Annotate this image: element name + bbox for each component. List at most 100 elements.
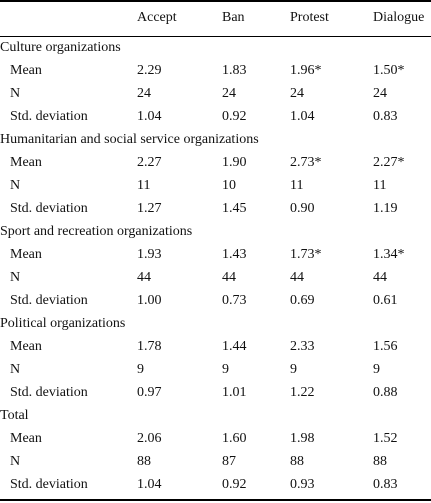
header-accept: Accept	[137, 10, 177, 25]
row-label: Std. deviation	[10, 293, 88, 308]
cell-ban: 9	[222, 362, 229, 377]
cell-dialogue: 0.88	[373, 385, 398, 400]
cell-dialogue: 1.56	[373, 339, 398, 354]
cell-accept: 0.97	[137, 385, 162, 400]
table-row: N 24 24 24 24	[0, 82, 431, 105]
cell-ban: 44	[222, 270, 236, 285]
group-title: Political organizations	[0, 316, 126, 331]
row-label: Std. deviation	[10, 109, 88, 124]
cell-protest: 1.96*	[290, 63, 322, 78]
row-label: N	[10, 270, 21, 285]
cell-protest: 2.73*	[290, 155, 322, 170]
cell-dialogue: 0.83	[373, 109, 398, 124]
header-protest: Protest	[290, 10, 329, 25]
cell-accept: 88	[137, 454, 151, 469]
cell-dialogue: 24	[373, 86, 387, 101]
cell-ban: 1.01	[222, 385, 247, 400]
table-row: Mean 1.93 1.43 1.73* 1.34*	[0, 243, 431, 266]
cell-ban: 1.43	[222, 247, 247, 262]
header-dialogue: Dialogue	[373, 10, 425, 25]
table-row: Mean 2.06 1.60 1.98 1.52	[0, 427, 431, 450]
cell-dialogue: 44	[373, 270, 387, 285]
table-row: Std. deviation 1.00 0.73 0.69 0.61	[0, 289, 431, 312]
row-label: Mean	[10, 155, 42, 170]
cell-ban: 10	[222, 178, 236, 193]
group-title: Sport and recreation organizations	[0, 224, 193, 239]
cell-dialogue: 0.83	[373, 477, 398, 492]
cell-accept: 2.27	[137, 155, 162, 170]
table-row: N 88 87 88 88	[0, 450, 431, 473]
row-label: N	[10, 362, 21, 377]
cell-ban: 87	[222, 454, 236, 469]
cell-protest: 1.73*	[290, 247, 322, 262]
row-label: N	[10, 454, 21, 469]
cell-accept: 24	[137, 86, 151, 101]
cell-accept: 44	[137, 270, 151, 285]
cell-ban: 0.92	[222, 109, 247, 124]
group-title-row: Humanitarian and social service organiza…	[0, 128, 431, 151]
cell-ban: 24	[222, 86, 236, 101]
cell-ban: 1.45	[222, 201, 247, 216]
cell-protest: 11	[290, 178, 304, 193]
cell-protest: 44	[290, 270, 304, 285]
cell-accept: 2.06	[137, 431, 162, 446]
cell-dialogue: 1.34*	[373, 247, 405, 262]
cell-dialogue: 2.27*	[373, 155, 405, 170]
cell-ban: 0.73	[222, 293, 247, 308]
table-row: Std. deviation 1.04 0.92 1.04 0.83	[0, 105, 431, 128]
table-header-rule	[0, 36, 431, 37]
cell-dialogue: 1.52	[373, 431, 398, 446]
group-title: Total	[0, 408, 29, 423]
cell-dialogue: 0.61	[373, 293, 398, 308]
row-label: Std. deviation	[10, 201, 88, 216]
cell-protest: 1.98	[290, 431, 315, 446]
cell-protest: 88	[290, 454, 304, 469]
row-label: Mean	[10, 247, 42, 262]
cell-dialogue: 1.50*	[373, 63, 405, 78]
cell-ban: 0.92	[222, 477, 247, 492]
cell-accept: 1.04	[137, 109, 162, 124]
group-title-row: Sport and recreation organizations	[0, 220, 431, 243]
cell-dialogue: 1.19	[373, 201, 398, 216]
row-label: N	[10, 178, 21, 193]
group-title: Culture organizations	[0, 40, 121, 55]
cell-dialogue: 9	[373, 362, 380, 377]
table-header-row: Accept Ban Protest Dialogue	[0, 6, 431, 29]
cell-dialogue: 11	[373, 178, 387, 193]
table-row: Std. deviation 1.27 1.45 0.90 1.19	[0, 197, 431, 220]
row-label: Mean	[10, 339, 42, 354]
group-title-row: Total	[0, 404, 431, 427]
cell-protest: 0.90	[290, 201, 315, 216]
row-label: Mean	[10, 431, 42, 446]
cell-protest: 24	[290, 86, 304, 101]
group-title-row: Political organizations	[0, 312, 431, 335]
cell-accept: 1.93	[137, 247, 162, 262]
cell-ban: 1.60	[222, 431, 247, 446]
cell-protest: 0.93	[290, 477, 315, 492]
table-row: Mean 2.29 1.83 1.96* 1.50*	[0, 59, 431, 82]
table-row: N 9 9 9 9	[0, 358, 431, 381]
cell-protest: 2.33	[290, 339, 315, 354]
cell-ban: 1.44	[222, 339, 247, 354]
table-row: Mean 1.78 1.44 2.33 1.56	[0, 335, 431, 358]
cell-ban: 1.90	[222, 155, 247, 170]
cell-ban: 1.83	[222, 63, 247, 78]
table-row: Std. deviation 0.97 1.01 1.22 0.88	[0, 381, 431, 404]
table-bottom-rule	[0, 499, 431, 501]
cell-accept: 1.04	[137, 477, 162, 492]
cell-protest: 1.04	[290, 109, 315, 124]
cell-protest: 9	[290, 362, 297, 377]
row-label: Std. deviation	[10, 477, 88, 492]
row-label: N	[10, 86, 21, 101]
header-ban: Ban	[222, 10, 245, 25]
cell-accept: 1.00	[137, 293, 162, 308]
row-label: Std. deviation	[10, 385, 88, 400]
group-title-row: Culture organizations	[0, 36, 431, 59]
table-row: N 11 10 11 11	[0, 174, 431, 197]
cell-dialogue: 88	[373, 454, 387, 469]
table-top-rule	[0, 0, 431, 2]
cell-accept: 11	[137, 178, 151, 193]
cell-accept: 9	[137, 362, 144, 377]
table-row: Mean 2.27 1.90 2.73* 2.27*	[0, 151, 431, 174]
